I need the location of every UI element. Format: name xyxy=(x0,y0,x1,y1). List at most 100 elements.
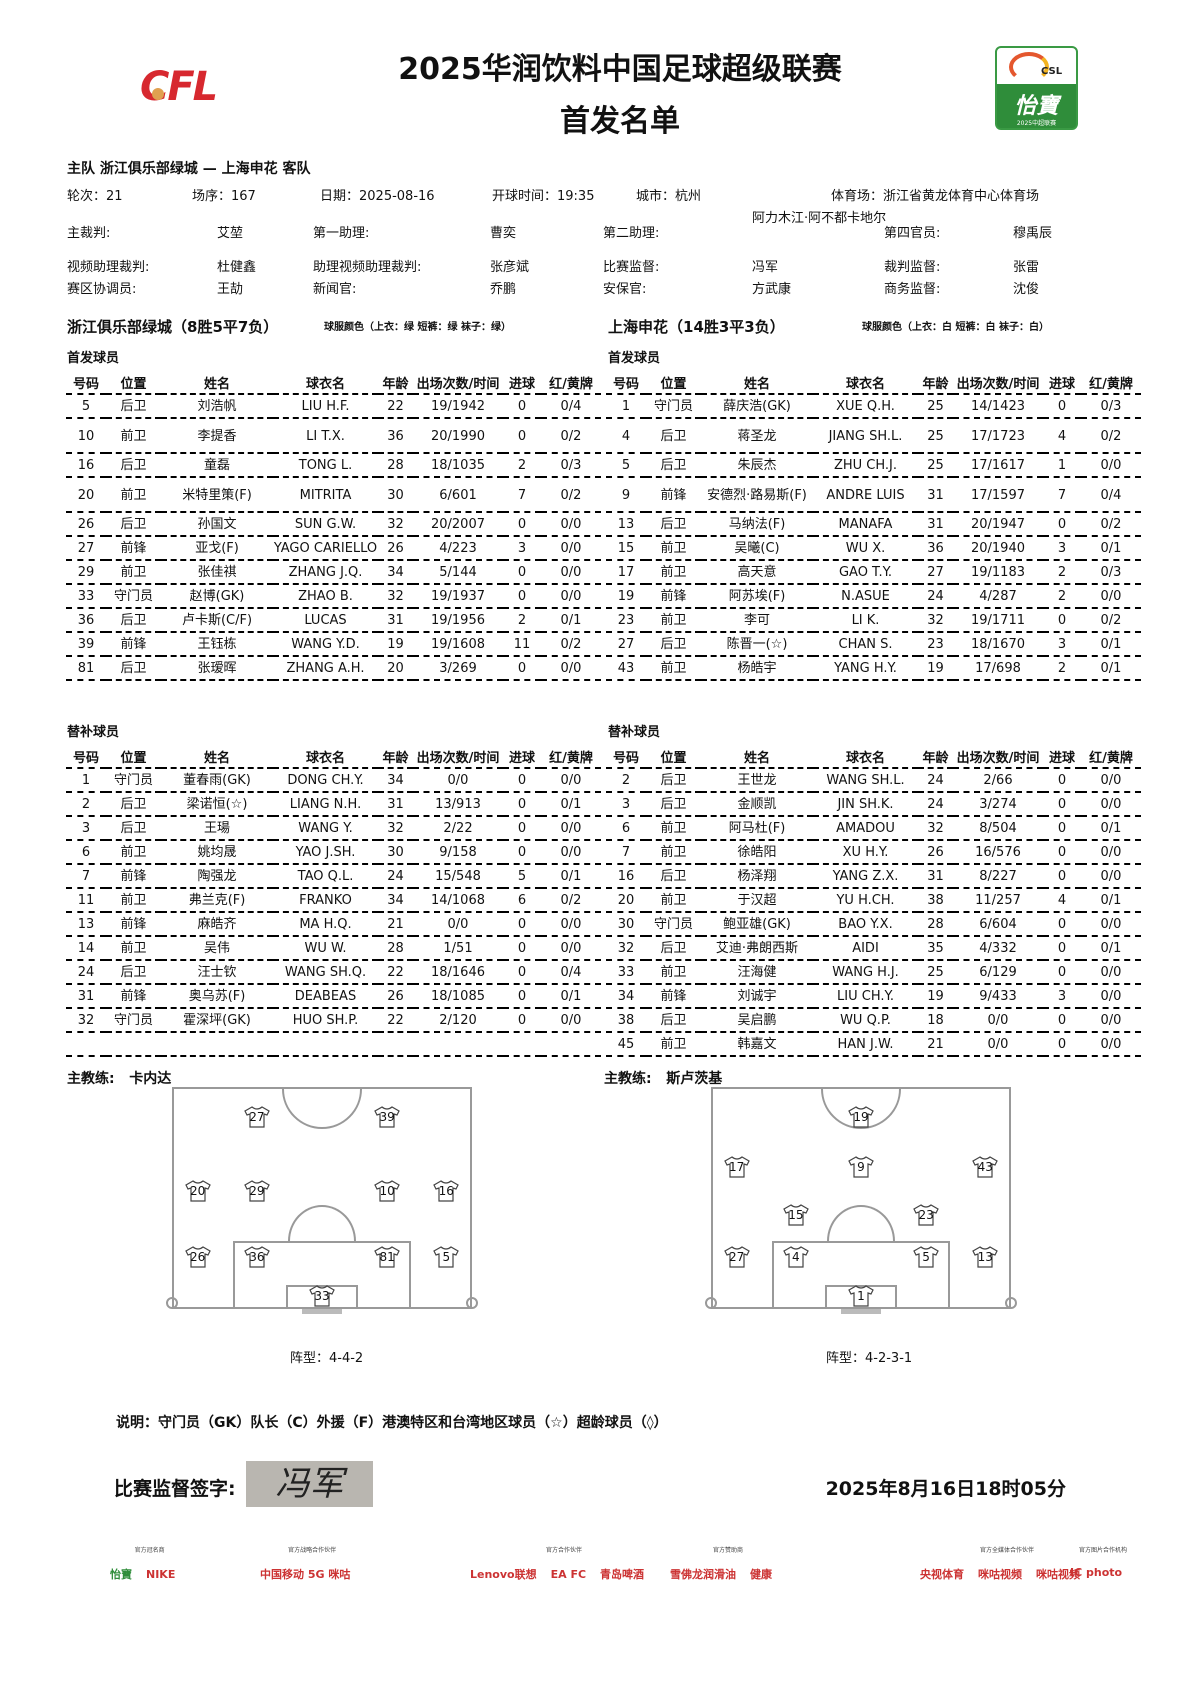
player-cell: 34 xyxy=(606,984,646,1009)
player-cell: ANDRE LUIS xyxy=(813,477,918,513)
player-cell: 3 xyxy=(66,816,106,841)
player-cell: 2 xyxy=(503,453,541,478)
player-cell: MANAFA xyxy=(813,512,918,537)
player-cell: 陶强龙 xyxy=(161,864,273,889)
column-header: 球衣名 xyxy=(813,742,918,769)
official-role: 主裁判: xyxy=(67,226,111,241)
player-cell: 0/0 xyxy=(953,1032,1043,1057)
player-cell: 27 xyxy=(918,560,953,585)
player-row: 6 前卫 姚均晟 YAO J.SH. 30 9/158 0 0/0 xyxy=(66,840,601,865)
official-role: 裁判监督: xyxy=(884,260,941,275)
player-cell: 0/0 xyxy=(1081,864,1141,889)
sponsor-logo: 咪咕视频 xyxy=(1036,1568,1080,1581)
sponsor-strip: 官方冠名商 怡寶 NIKE 官方战略合作伙伴 中国移动 5G 咪咕 官方合作伙伴 Lenov… xyxy=(110,1545,1150,1595)
column-header: 姓名 xyxy=(701,368,813,395)
official-role: 新闻官: xyxy=(313,282,357,297)
cfl-logo: CFL xyxy=(140,62,232,112)
player-cell: 吴曦(C) xyxy=(701,536,813,561)
player-cell: 18/1670 xyxy=(953,632,1043,657)
player-cell: 17/1617 xyxy=(953,453,1043,478)
player-cell: 0/0 xyxy=(541,768,601,793)
document-subtitle: 首发名单 xyxy=(560,104,680,139)
player-cell: 0/0 xyxy=(541,936,601,961)
column-header: 球衣名 xyxy=(813,368,918,395)
player-cell: 前卫 xyxy=(106,888,161,913)
player-cell: 麻皓齐 xyxy=(161,912,273,937)
player-cell: 0/0 xyxy=(541,912,601,937)
document-title: 2025华润饮料中国足球超级联赛 xyxy=(398,52,842,87)
player-cell: 0/2 xyxy=(541,477,601,513)
player-row: 32 后卫 艾迪·弗朗西斯 AIDI 35 4/332 0 0/1 xyxy=(606,936,1141,961)
player-cell: CHAN S. xyxy=(813,632,918,657)
player-cell: 28 xyxy=(378,453,413,478)
player-cell: 高天意 xyxy=(701,560,813,585)
official-name: 曹奕 xyxy=(490,226,517,241)
player-cell: 0/2 xyxy=(541,632,601,657)
player-cell: 后卫 xyxy=(646,1008,701,1033)
player-cell: 0/0 xyxy=(1081,960,1141,985)
player-cell: 7 xyxy=(503,477,541,513)
player-cell: 吴伟 xyxy=(161,936,273,961)
home-coach: 主教练: 卡内达 xyxy=(67,1071,172,1087)
player-cell: 19/1711 xyxy=(953,608,1043,633)
player-cell: 0 xyxy=(503,984,541,1009)
player-row: 27 后卫 陈晋一(☆) CHAN S. 23 18/1670 3 0/1 xyxy=(606,632,1141,657)
player-cell: FRANKO xyxy=(273,888,378,913)
column-header: 姓名 xyxy=(701,742,813,769)
player-cell: 赵博(GK) xyxy=(161,584,273,609)
player-cell: 前锋 xyxy=(646,984,701,1009)
player-cell: 薛庆浩(GK) xyxy=(701,394,813,419)
official-name: 沈俊 xyxy=(1013,282,1040,297)
legend-note: 说明：守门员（GK）队长（C）外援（F）港澳特区和台湾地区球员（☆）超龄球员（◊… xyxy=(116,1415,668,1431)
player-row: 15 前卫 吴曦(C) WU X. 36 20/1940 3 0/1 xyxy=(606,536,1141,561)
player-cell: 0 xyxy=(1043,792,1081,817)
official-name: 乔鹏 xyxy=(490,282,517,297)
player-cell: 后卫 xyxy=(646,792,701,817)
column-header: 号码 xyxy=(66,368,106,395)
player-cell: 0 xyxy=(1043,1008,1081,1033)
player-cell: 0/0 xyxy=(541,536,601,561)
home-subs-table: 号码 位置 姓名 球衣名 年龄 出场次数/时间 进球 红/黄牌 1 守门员 董春雨(GK) DONG … xyxy=(66,742,601,1057)
player-cell: ZHANG J.Q. xyxy=(273,560,378,585)
official-name: 张雷 xyxy=(1013,260,1040,275)
player-cell: 前卫 xyxy=(646,888,701,913)
player-cell: 30 xyxy=(378,840,413,865)
player-cell: 32 xyxy=(378,816,413,841)
player-cell: ZHANG A.H. xyxy=(273,656,378,681)
player-cell: 24 xyxy=(378,864,413,889)
player-cell: 33 xyxy=(606,960,646,985)
player-cell: 24 xyxy=(918,792,953,817)
player-cell: 0/0 xyxy=(541,656,601,681)
player-cell: 0/0 xyxy=(1081,1032,1141,1057)
player-cell: 21 xyxy=(918,1032,953,1057)
sponsor-logo: 健康 xyxy=(750,1568,772,1581)
player-cell: AMADOU xyxy=(813,816,918,841)
home-kit-colors: 球服颜色（上衣：绿 短裤：绿 袜子：绿） xyxy=(324,322,511,333)
player-cell: 守门员 xyxy=(646,394,701,419)
player-cell: 31 xyxy=(918,477,953,513)
player-cell: 前卫 xyxy=(106,840,161,865)
player-cell: DEABEAS xyxy=(273,984,378,1009)
player-cell: 13 xyxy=(66,912,106,937)
player-cell: 18/1646 xyxy=(413,960,503,985)
player-cell: 阿马杜(F) xyxy=(701,816,813,841)
player-cell: SUN G.W. xyxy=(273,512,378,537)
player-cell: 6 xyxy=(66,840,106,865)
player-cell: 5/144 xyxy=(413,560,503,585)
player-cell: WU W. xyxy=(273,936,378,961)
player-cell: 3 xyxy=(503,536,541,561)
player-cell: 81 xyxy=(66,656,106,681)
player-cell: 25 xyxy=(918,453,953,478)
player-cell: HUO SH.P. xyxy=(273,1008,378,1033)
player-cell: 1/51 xyxy=(413,936,503,961)
column-header: 出场次数/时间 xyxy=(413,368,503,395)
player-cell: 刘浩帆 xyxy=(161,394,273,419)
player-cell: 3/269 xyxy=(413,656,503,681)
player-cell: WANG H.J. xyxy=(813,960,918,985)
player-cell: 20/1990 xyxy=(413,418,503,454)
player-cell: 30 xyxy=(378,477,413,513)
player-cell: 0 xyxy=(503,512,541,537)
player-cell: 17 xyxy=(606,560,646,585)
player-cell: ZHAO B. xyxy=(273,584,378,609)
player-cell: 26 xyxy=(66,512,106,537)
